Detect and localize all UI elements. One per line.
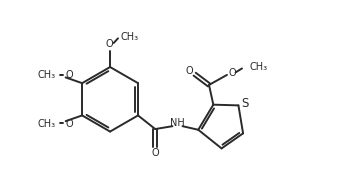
- Text: O: O: [66, 70, 73, 80]
- Text: CH₃: CH₃: [121, 32, 139, 42]
- Text: O: O: [186, 66, 193, 76]
- Text: NH: NH: [170, 118, 185, 128]
- Text: CH₃: CH₃: [37, 119, 55, 129]
- Text: CH₃: CH₃: [37, 70, 55, 80]
- Text: S: S: [241, 97, 248, 110]
- Text: O: O: [66, 119, 73, 129]
- Text: O: O: [106, 39, 113, 50]
- Text: CH₃: CH₃: [249, 62, 267, 72]
- Text: O: O: [228, 68, 236, 78]
- Text: O: O: [152, 148, 159, 158]
